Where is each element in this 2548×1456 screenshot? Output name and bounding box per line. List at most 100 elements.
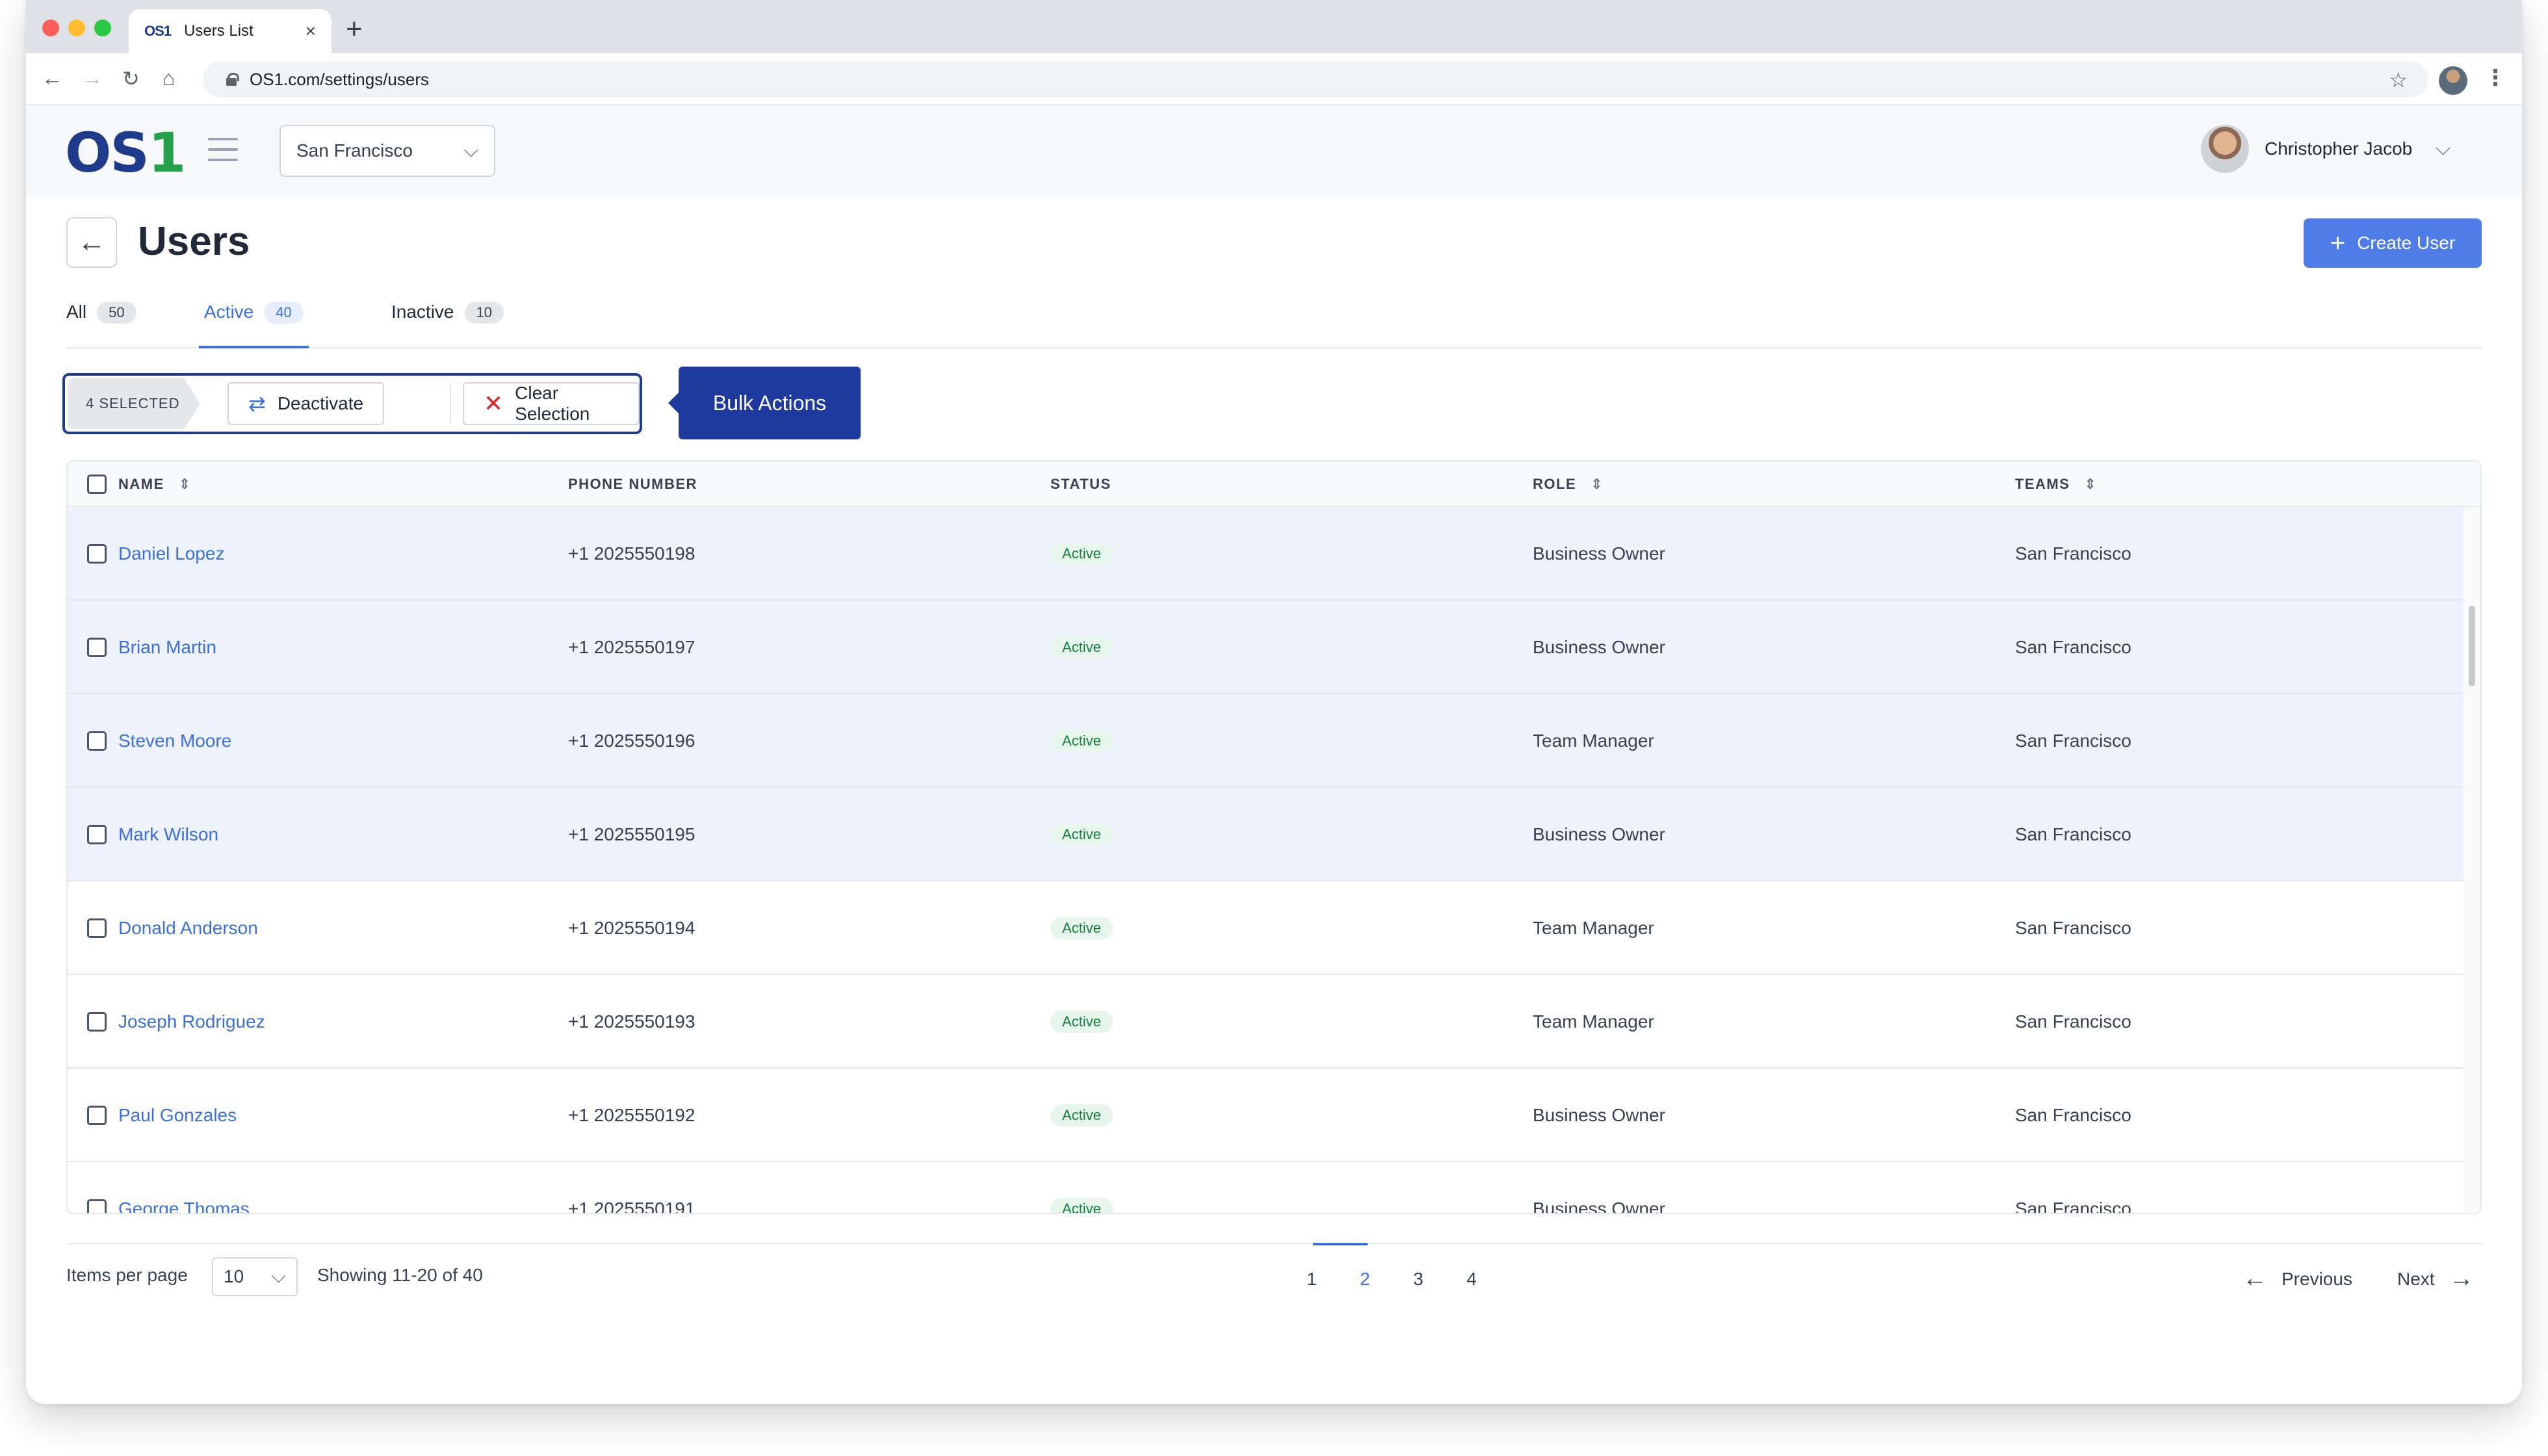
phone-cell: +1 2025550192 xyxy=(568,1105,696,1125)
user-name-link[interactable]: Brian Martin xyxy=(118,637,216,657)
arrow-right-icon: → xyxy=(2449,1265,2474,1292)
user-name-link[interactable]: Joseph Rodriguez xyxy=(118,1011,265,1032)
close-window-button[interactable] xyxy=(42,20,59,36)
user-name-link[interactable]: Donald Anderson xyxy=(118,918,258,938)
row-checkbox[interactable] xyxy=(87,731,107,751)
browser-profile-avatar[interactable] xyxy=(2439,66,2467,95)
back-button[interactable]: ← xyxy=(66,217,117,268)
table-row[interactable]: Donald Anderson +1 2025550194 Active Tea… xyxy=(68,881,2466,975)
table-row[interactable]: George Thomas +1 2025550191 Active Busin… xyxy=(68,1162,2466,1214)
items-per-page-select[interactable]: 10 ⌵ xyxy=(212,1257,298,1296)
sort-icon[interactable]: ⇕ xyxy=(178,476,192,492)
page-button-2[interactable]: 2 xyxy=(1360,1269,1370,1289)
teams-cell: San Francisco xyxy=(2015,1199,2131,1214)
column-header-label: TEAMS xyxy=(2015,476,2070,492)
column-header-teams[interactable]: TEAMS ⇕ xyxy=(2015,462,2097,507)
table-row[interactable]: Mark Wilson +1 2025550195 Active Busines… xyxy=(68,788,2466,881)
page-button-4[interactable]: 4 xyxy=(1466,1269,1477,1289)
deactivate-button[interactable]: ⇄ Deactivate xyxy=(228,382,385,425)
location-select[interactable]: San Francisco ⌵ xyxy=(280,125,495,177)
tab-close-icon[interactable]: × xyxy=(305,21,316,41)
browser-window: OS1 Users List × + ← → ↻ ⌂ OS1.com/setti… xyxy=(26,0,2522,1404)
phone-cell: +1 2025550196 xyxy=(568,731,696,751)
next-label: Next xyxy=(2397,1268,2435,1289)
row-checkbox[interactable] xyxy=(87,544,107,564)
bulk-actions-tooltip: Bulk Actions xyxy=(668,367,861,439)
name-cell: George Thomas xyxy=(118,1162,250,1214)
tab-label: Active xyxy=(204,302,254,322)
tab-title: Users List xyxy=(184,22,254,40)
bookmark-star-icon[interactable]: ☆ xyxy=(2389,68,2408,92)
back-nav-icon[interactable]: ← xyxy=(42,66,62,90)
row-checkbox[interactable] xyxy=(87,1012,107,1032)
user-name-link[interactable]: Paul Gonzales xyxy=(118,1105,237,1125)
tab-all[interactable]: All 50 xyxy=(66,298,136,347)
browser-tab[interactable]: OS1 Users List × xyxy=(129,9,332,53)
table-row[interactable]: Steven Moore +1 2025550196 Active Team M… xyxy=(68,694,2466,788)
tab-active[interactable]: Active 40 xyxy=(199,298,309,348)
hamburger-menu-icon[interactable] xyxy=(208,138,238,164)
status-cell: Active xyxy=(1050,881,1113,975)
column-header-name[interactable]: NAME ⇕ xyxy=(118,462,192,507)
os1-logo[interactable]: OS1 xyxy=(65,121,186,185)
table-body: Daniel Lopez +1 2025550198 Active Busine… xyxy=(68,507,2466,1214)
user-name-link[interactable]: Daniel Lopez xyxy=(118,543,225,564)
user-name-link[interactable]: George Thomas xyxy=(118,1199,250,1214)
address-bar: ← → ↻ ⌂ OS1.com/settings/users ☆ ⋮ xyxy=(26,53,2522,105)
status-cell: Active xyxy=(1050,507,1113,601)
browser-menu-icon[interactable]: ⋮ xyxy=(2484,66,2506,90)
divider xyxy=(66,1243,2482,1244)
column-header-role[interactable]: ROLE ⇕ xyxy=(1533,462,1604,507)
role-cell: Business Owner xyxy=(1533,1199,1665,1214)
page-button-1[interactable]: 1 xyxy=(1306,1269,1317,1289)
page-button-3[interactable]: 3 xyxy=(1413,1269,1424,1289)
table-row[interactable]: Brian Martin +1 2025550197 Active Busine… xyxy=(68,601,2466,694)
status-cell: Active xyxy=(1050,601,1113,694)
name-cell: Joseph Rodriguez xyxy=(118,975,265,1069)
phone-cell: +1 2025550191 xyxy=(568,1199,696,1214)
row-checkbox[interactable] xyxy=(87,638,107,657)
row-select-cell xyxy=(87,788,107,881)
home-icon[interactable]: ⌂ xyxy=(162,66,176,90)
role-cell: Business Owner xyxy=(1533,637,1665,657)
tab-count-badge: 50 xyxy=(97,302,136,324)
user-menu[interactable]: Christopher Jacob ⌵ xyxy=(2201,125,2450,173)
select-all-checkbox[interactable] xyxy=(87,474,107,494)
next-page-button[interactable]: Next → xyxy=(2397,1265,2474,1293)
row-checkbox[interactable] xyxy=(87,1199,107,1213)
new-tab-icon[interactable]: + xyxy=(346,13,363,45)
teams-cell: San Francisco xyxy=(2015,918,2131,938)
minimize-window-button[interactable] xyxy=(68,20,85,36)
reload-icon[interactable]: ↻ xyxy=(122,67,140,90)
url-bar[interactable]: OS1.com/settings/users ☆ xyxy=(203,61,2428,98)
status-cell: Active xyxy=(1050,975,1113,1069)
table-row[interactable]: Paul Gonzales +1 2025550192 Active Busin… xyxy=(68,1069,2466,1162)
scrollbar-thumb[interactable] xyxy=(2469,606,2475,686)
create-user-button[interactable]: + Create User xyxy=(2304,218,2482,268)
forward-nav-icon[interactable]: → xyxy=(82,66,103,90)
user-name-link[interactable]: Steven Moore xyxy=(118,731,232,751)
row-checkbox[interactable] xyxy=(87,918,107,938)
table-row[interactable]: Joseph Rodriguez +1 2025550193 Active Te… xyxy=(68,975,2466,1069)
status-badge: Active xyxy=(1050,824,1113,846)
sort-icon[interactable]: ⇕ xyxy=(1591,476,1604,492)
tab-inactive[interactable]: Inactive 10 xyxy=(391,298,504,347)
status-tabs: All 50 Active 40 Inactive 10 xyxy=(66,298,2482,348)
row-checkbox[interactable] xyxy=(87,825,107,844)
previous-page-button[interactable]: ← Previous xyxy=(2242,1265,2352,1293)
user-name-link[interactable]: Mark Wilson xyxy=(118,824,219,844)
plus-icon: + xyxy=(2330,228,2346,257)
table-row[interactable]: Daniel Lopez +1 2025550198 Active Busine… xyxy=(68,507,2466,601)
tab-label: Inactive xyxy=(391,302,454,322)
row-select-cell xyxy=(87,1069,107,1162)
name-cell: Daniel Lopez xyxy=(118,507,224,601)
row-checkbox[interactable] xyxy=(87,1106,107,1125)
clear-selection-button[interactable]: ✕ Clear Selection xyxy=(463,382,640,425)
current-page-indicator xyxy=(1313,1243,1368,1245)
table-scrollbar[interactable] xyxy=(2464,507,2480,1213)
select-all-cell xyxy=(87,462,107,507)
row-select-cell xyxy=(87,975,107,1069)
sort-icon[interactable]: ⇕ xyxy=(2084,476,2098,492)
maximize-window-button[interactable] xyxy=(94,20,111,36)
user-name: Christopher Jacob xyxy=(2265,138,2413,159)
